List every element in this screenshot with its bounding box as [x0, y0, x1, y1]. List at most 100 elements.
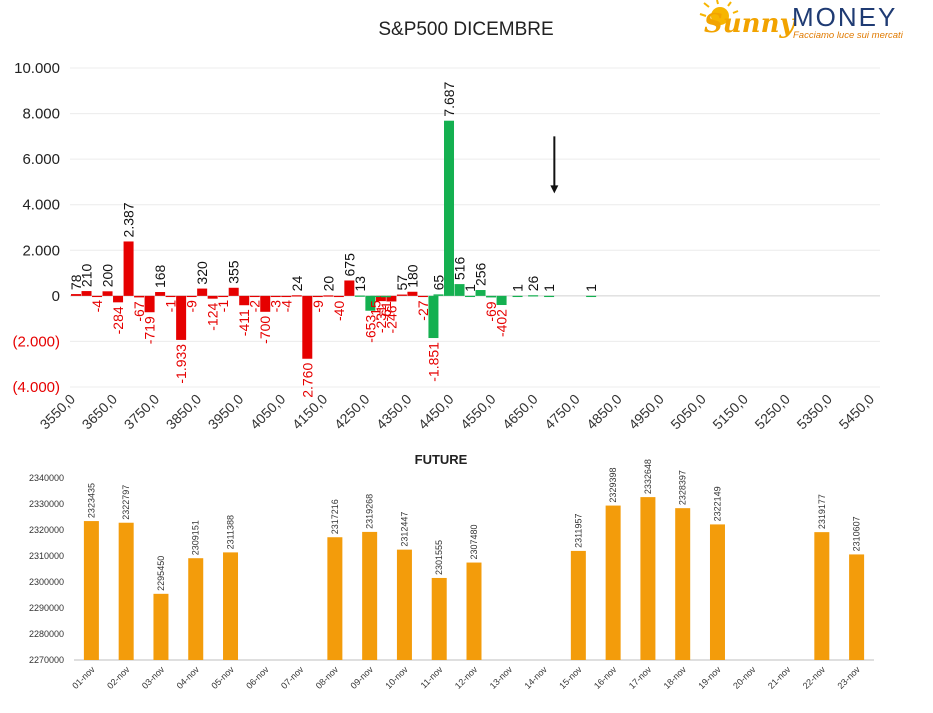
bar: [465, 295, 476, 298]
bar: [396, 549, 412, 660]
data-label: 20: [320, 276, 336, 292]
y-tick-label: 2290000: [29, 603, 64, 613]
bar: [344, 280, 355, 296]
y-tick-label: 2310000: [29, 551, 64, 561]
x-tick-label: 02-nov: [105, 664, 132, 691]
x-tick-label: 12-nov: [453, 664, 480, 691]
bar: [512, 295, 523, 298]
x-tick-label: 4950,0: [625, 391, 667, 433]
data-label: 1: [583, 284, 599, 292]
chart1-x-axis: 3550,0 3650,0 3750,0 3850,0 3950,0 4050,0 4150…: [37, 391, 878, 433]
x-tick-label: 05-nov: [209, 664, 236, 691]
arrow-head: [550, 185, 559, 194]
data-label: 2312447: [399, 512, 409, 547]
y-tick-label: 4.000: [22, 197, 60, 214]
data-label: 2311388: [226, 515, 236, 549]
bar: [475, 290, 486, 296]
bar: [466, 562, 482, 660]
bar: [431, 577, 447, 660]
data-label: 256: [473, 262, 489, 286]
y-tick-label: 2330000: [29, 499, 64, 509]
chart1-title: S&P500 DICEMBRE: [378, 19, 553, 40]
bar: [354, 295, 365, 297]
bar: [496, 295, 507, 306]
bar: [570, 550, 586, 660]
bar: [312, 295, 323, 298]
data-label: 2329398: [608, 468, 618, 503]
bar: [640, 497, 656, 660]
chart2-x-axis: 01-nov 02-nov 03-nov 04-nov 05-nov 06-nov 07-n…: [70, 664, 862, 691]
data-label: 2323435: [86, 483, 96, 518]
x-tick-label: 3950,0: [205, 391, 247, 433]
x-tick-label: 04-nov: [175, 664, 202, 691]
x-tick-label: 21-nov: [766, 664, 793, 691]
data-label: -69: [483, 301, 499, 321]
bar: [260, 295, 271, 312]
data-label: -719: [142, 316, 158, 344]
y-tick-label: 2300000: [29, 577, 64, 587]
bar: [709, 524, 725, 660]
data-label: 1: [541, 284, 557, 292]
data-label: -284: [110, 306, 126, 334]
bar: [207, 295, 218, 299]
data-label: -27: [415, 300, 431, 320]
data-label: 78: [68, 274, 84, 290]
chart2-y-axis: 2270000 2280000 2290000 2300000 2310000 23200…: [29, 473, 64, 665]
data-label: 168: [152, 264, 168, 288]
bar: [223, 552, 239, 660]
bar: [586, 295, 597, 298]
bar: [239, 295, 250, 306]
bar: [407, 291, 418, 296]
bar: [544, 295, 555, 298]
data-label: 26: [525, 275, 541, 291]
chart2-bars: [83, 497, 865, 660]
data-label: -2: [247, 300, 263, 313]
x-tick-label: 01-nov: [70, 664, 97, 691]
y-tick-label: 2320000: [29, 525, 64, 535]
bar: [365, 295, 376, 311]
x-tick-label: 4250,0: [331, 391, 373, 433]
chart1-bars: [71, 120, 597, 359]
x-tick-label: 14-nov: [522, 664, 549, 691]
data-label: -4: [278, 300, 294, 313]
data-label: -61: [378, 301, 394, 321]
data-label: -1.851: [425, 342, 441, 382]
chart2-title: FUTURE: [415, 452, 468, 467]
data-label: 2309151: [191, 520, 201, 555]
x-tick-label: 5250,0: [751, 391, 793, 433]
x-tick-label: 16-nov: [592, 664, 619, 691]
data-label: 210: [79, 263, 95, 287]
bar: [605, 505, 621, 660]
bar: [528, 295, 539, 297]
data-label: 2.760: [299, 363, 315, 398]
data-label: 355: [226, 260, 242, 284]
bar: [396, 294, 407, 296]
y-tick-label: 8.000: [22, 106, 60, 123]
data-label: -9: [184, 300, 200, 313]
x-tick-label: 17-nov: [627, 664, 654, 691]
bar: [281, 295, 292, 298]
data-label: 24: [289, 276, 305, 292]
data-label: 2322797: [121, 485, 131, 520]
chart1-gridlines: [70, 67, 880, 388]
bar: [433, 294, 444, 296]
bar: [302, 295, 313, 359]
bar: [849, 554, 865, 660]
data-label: -402: [494, 309, 510, 337]
data-label: -1: [215, 300, 231, 313]
data-label: -411: [236, 309, 252, 336]
bar: [486, 295, 497, 298]
x-tick-label: 4050,0: [247, 391, 289, 433]
x-tick-label: 4450,0: [415, 391, 457, 433]
data-label: -3: [268, 300, 284, 313]
x-tick-label: 15-nov: [557, 664, 584, 691]
bar: [134, 295, 145, 298]
data-label: -4: [89, 300, 105, 313]
bar: [428, 295, 439, 339]
bar: [123, 241, 134, 296]
arrow-down-icon: [550, 136, 559, 194]
x-tick-label: 4650,0: [499, 391, 541, 433]
data-label: 7.687: [441, 81, 457, 116]
x-tick-label: 08-nov: [314, 664, 341, 691]
